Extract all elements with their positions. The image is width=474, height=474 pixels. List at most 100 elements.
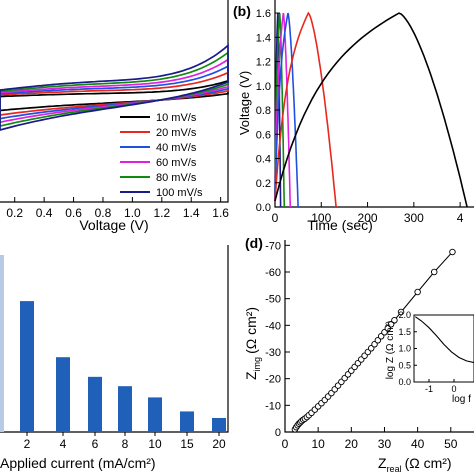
cv-x-tick-label: 0.4 (36, 206, 53, 220)
inset-y-tick-label: 2.0 (398, 310, 411, 320)
nyquist-point (397, 308, 405, 316)
cv-legend-label-0: 10 mV/s (156, 112, 197, 124)
nyquist-x-symbol: Z (378, 455, 387, 471)
inset-frame (413, 314, 474, 383)
gcd-x-tick-label: 0 (272, 211, 279, 225)
inset-ticks: -1 0 0.0 0.5 1.0 1.5 2.0 (398, 310, 456, 394)
cv-curve-3 (0, 58, 229, 124)
nyquist-panel-label: (d) (245, 235, 263, 251)
nyquist-y-symbol: Z (243, 371, 259, 380)
nyquist-x-tick-label: 40 (411, 437, 425, 451)
nyquist-y-tick-label: 0 (275, 427, 281, 439)
nyquist-y-axis-label: Zimg (Ω cm²) (243, 307, 262, 380)
gcd-y-axis-label: Voltage (V) (237, 71, 252, 135)
nyquist-x-tick-label: 30 (378, 437, 392, 451)
nyquist-x-tick-label: 0 (282, 437, 289, 451)
cv-legend-label-4: 80 mV/s (156, 172, 197, 184)
gcd-y-tick-label: 1.2 (256, 57, 271, 69)
nyquist-panel: (d) 0 10 20 30 40 500-10-20-30-40-50-60-70 Zr… (243, 235, 474, 474)
cv-legend-label-5: 100 mV/s (156, 187, 203, 199)
bar-x-tick-label: 8 (122, 437, 129, 451)
gcd-y-tick-label: 0.0 (256, 202, 271, 214)
cv-x-tick-label: 1.0 (124, 206, 141, 220)
gcd-x-tick-label: 4 (457, 211, 464, 225)
gcd-x-tick-label: 200 (358, 211, 378, 225)
nyquist-ticks: 0 10 20 30 40 500-10-20-30-40-50-60-70 (265, 240, 458, 451)
inset-plot (414, 316, 474, 364)
bar-x-tick-label: 15 (180, 437, 194, 451)
gcd-panel-label: (b) (233, 3, 251, 19)
gcd-curve-0 (274, 12, 468, 208)
nyquist-y-tick-label: -10 (265, 400, 281, 412)
gcd-curve-2 (274, 12, 299, 208)
bar-x-axis-label: Applied current (mA/cm²) (0, 455, 156, 471)
cv-legend-label-2: 40 mV/s (156, 142, 197, 154)
bar-clipped-left (0, 255, 4, 432)
cv-panel: 0.2 0.4 0.6 0.8 1.0 1.2 1.4 1.6 Voltage (V) 10 … (0, 0, 229, 233)
gcd-curve-3 (274, 12, 292, 208)
nyquist-y-tick-label: -70 (265, 240, 281, 252)
bar-axes (0, 245, 229, 433)
inset-y-tick-label: 0.5 (398, 360, 411, 370)
gcd-y-tick-label: 0.2 (256, 178, 271, 190)
gcd-x-tick-label: 100 (311, 211, 331, 225)
inset-x-tick-label: 0 (451, 384, 456, 394)
cv-curves (0, 43, 229, 131)
inset-y-tick-label: 1.5 (398, 327, 411, 337)
cv-curve-2 (0, 64, 229, 120)
bode-inset: -1 0 0.0 0.5 1.0 1.5 2.0 log f log Z (Ω cm²) (385, 310, 474, 405)
cv-legend-label-3: 60 mV/s (156, 157, 197, 169)
cv-curve-5 (0, 43, 229, 131)
cv-curve-4 (0, 50, 229, 127)
cv-legend-label-1: 20 mV/s (156, 127, 197, 139)
gcd-curves (274, 11, 468, 208)
cv-curve-0 (0, 79, 229, 112)
bar-2 (20, 301, 34, 432)
gcd-axes (274, 0, 474, 208)
capacitance-bar-panel: 2 4 6 8 10 15 20 Applied current (mA/cm²) (0, 245, 229, 471)
nyquist-y-tick-label: -40 (265, 320, 281, 332)
nyquist-point (414, 288, 421, 296)
bar-group (0, 255, 226, 432)
cv-x-tick-label: 1.6 (212, 206, 229, 220)
nyquist-y-subscript: img (252, 357, 262, 372)
cv-x-tick-label: 0.8 (95, 206, 112, 220)
bar-8 (118, 386, 132, 432)
gcd-y-tick-label: 0.8 (256, 105, 271, 117)
gcd-panel: (b) 0 100 200 300 4 0.0 0.2 0.4 0.6 0.8 1.0 1.2 1.4 1… (233, 0, 474, 233)
cv-x-tick-label: 0.2 (6, 206, 23, 220)
bar-15 (180, 411, 194, 432)
bar-x-tick-label: 4 (60, 437, 67, 451)
gcd-y-tick-label: 1.6 (256, 8, 271, 20)
nyquist-x-tick-label: 10 (311, 437, 325, 451)
gcd-y-tick-label: 1.4 (256, 32, 271, 44)
nyquist-x-unit: (Ω cm²) (405, 455, 452, 471)
inset-x-axis-label: log f (452, 394, 471, 405)
cv-x-tick-label: 0.6 (65, 206, 82, 220)
gcd-y-tick-label: 0.6 (256, 129, 271, 141)
bar-x-tick-label: 20 (212, 437, 226, 451)
nyquist-y-tick-label: -60 (265, 267, 281, 279)
bar-x-tick-label: 6 (92, 437, 99, 451)
nyquist-point (430, 268, 438, 276)
cv-legend: 10 mV/s 20 mV/s 40 mV/s 60 mV/s 80 mV/s 100 m… (120, 112, 203, 199)
inset-curve (414, 316, 474, 364)
cv-x-axis-label: Voltage (V) (79, 217, 148, 233)
gcd-curve-1 (274, 11, 337, 208)
bar-20 (212, 417, 226, 432)
bar-6 (88, 376, 102, 432)
nyquist-x-axis-label: Zreal (Ω cm²) (378, 455, 452, 474)
cv-curve-1 (0, 71, 229, 116)
gcd-y-tick-label: 1.0 (256, 81, 271, 93)
inset-y-tick-label: 1.0 (398, 344, 411, 354)
nyquist-y-tick-label: -30 (265, 347, 281, 359)
bar-x-tick-label: 2 (24, 437, 31, 451)
bar-10 (148, 397, 162, 432)
gcd-x-axis-label: Time (sec) (307, 217, 373, 233)
gcd-ticks: 0 100 200 300 4 0.0 0.2 0.4 0.6 0.8 1.0 1.2 1.4 1.6 (256, 8, 464, 225)
cv-x-tick-label: 1.4 (183, 206, 200, 220)
nyquist-y-tick-label: -50 (265, 294, 281, 306)
bar-x-ticks: 2 4 6 8 10 15 20 (24, 432, 226, 451)
nyquist-plot (291, 248, 456, 433)
